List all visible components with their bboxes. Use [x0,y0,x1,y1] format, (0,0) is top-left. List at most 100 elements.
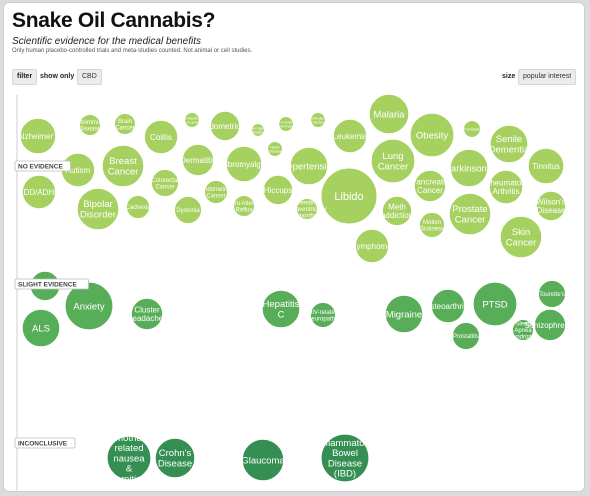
bubble-circle[interactable] [174,196,202,224]
bubble-dystonia[interactable]: Dystonia [174,196,202,224]
bubble-circle[interactable] [449,148,489,188]
bubble-circle[interactable] [527,147,565,185]
bubble-osteoarthritis[interactable]: Osteoarthritis [424,288,472,323]
bubble-circle[interactable] [448,192,492,236]
bubble-heart-disease[interactable]: Heart Disease [267,141,283,157]
bubble-libido[interactable]: Libido [320,167,378,225]
bubble-circle[interactable] [64,281,114,331]
bubble-circle[interactable] [310,302,336,328]
bubble-hiv-related-neuropathy[interactable]: HIV-related neuropathy [308,302,338,328]
bubble-schizophrenia[interactable]: Schizophrenia [525,308,576,341]
bubble-circle[interactable] [430,288,465,323]
bubble-inflammatory-bowel-disease-ibd[interactable]: Inflammatory Bowel Disease (IBD) [318,433,373,483]
bubble-circle[interactable] [354,228,389,263]
bubble-als[interactable]: ALS [21,308,61,348]
bubble-circle[interactable] [21,308,61,348]
bubble-dermatitis[interactable]: Dermatitis [180,143,216,176]
bubble-obesity[interactable]: Obesity [409,112,455,158]
bubble-circle[interactable] [320,167,378,225]
bubble-circle[interactable] [512,319,534,341]
bubble-glaucoma[interactable]: Glaucoma [241,438,285,482]
bubble-psoriasis[interactable]: Psoriasis [463,120,481,138]
bubble-add-adhd[interactable]: ADD/ADHD [18,174,60,209]
bubble-brain-cancer[interactable]: Brain Cancer [114,113,136,135]
bubble-circle[interactable] [19,117,57,155]
bubble-circle[interactable] [384,294,424,334]
bubble-circle[interactable] [370,138,416,184]
bubble-circle[interactable] [289,146,329,186]
bubble-hiccups[interactable]: Hiccups [262,174,293,205]
bubble-leukemia[interactable]: Leukemia [332,119,368,154]
bubble-circle[interactable] [534,308,567,341]
bubble-cachexia[interactable]: Cachexia [125,195,151,219]
bubble-rheumatoid-arthritis[interactable]: Rheumatoid Arthritis [484,169,528,204]
bubble-circle[interactable] [536,190,567,221]
bubble-circle[interactable] [278,116,294,132]
bubble-circle[interactable] [262,174,293,205]
bubble-gastro-intestinal-reflux[interactable]: Gastro-intestinal Reflux [222,195,266,217]
bubble-diabetic-neuropathy[interactable]: Diabetic Neuropathy [182,112,202,128]
bubble-lymphoma[interactable]: Lymphoma [352,228,392,263]
bubble-circle[interactable] [101,144,145,188]
bubble-circle[interactable] [21,174,57,209]
bubble-endometrial-cancer[interactable]: Endometrial Cancer [200,180,232,204]
bubble-circle[interactable] [499,215,543,259]
bubble-circle[interactable] [332,119,367,154]
bubble-circle[interactable] [209,111,240,142]
bubble-circle[interactable] [368,93,410,135]
bubble-circle[interactable] [151,169,179,197]
bubble-ptsd[interactable]: PTSD [472,281,518,327]
bubble-circle[interactable] [538,280,566,308]
bubble-autoimmune-disease[interactable]: Autoimmune Disease [73,114,108,136]
bubble-circle[interactable] [419,212,445,238]
bubble-breast-cancer[interactable]: Breast Cancer [101,144,145,188]
bubble-circle[interactable] [251,123,265,137]
show-only-select[interactable]: CBD [77,69,102,85]
bubble-tourette-s[interactable]: Tourette's [538,280,566,308]
bubble-circle[interactable] [488,169,523,204]
bubble-meth-addiction[interactable]: Meth addiction [381,195,413,226]
bubble-colitis[interactable]: Colitis [143,120,178,155]
bubble-circle[interactable] [296,198,318,220]
bubble-circle[interactable] [225,145,263,183]
bubble-circle[interactable] [204,180,228,204]
bubble-circle[interactable] [106,435,152,481]
bubble-circle[interactable] [184,112,200,128]
bubble-pancreatic-cancer[interactable]: Pancreatic Cancer [411,169,449,202]
bubble-endometriosis[interactable]: Endometriosis [200,111,251,142]
bubble-lung-cancer[interactable]: Lung Cancer [370,138,416,184]
bubble-circle[interactable] [452,322,480,350]
bubble-circle[interactable] [472,281,518,327]
bubble-cluster-headaches[interactable]: Cluster Headaches [127,297,167,330]
filter-button[interactable]: filter [12,69,38,85]
bubble-circle[interactable] [320,433,370,483]
bubble-malaria[interactable]: Malaria [368,93,410,135]
bubble-circle[interactable] [233,195,255,217]
bubble-hiv-related-inflammation[interactable]: HIV-related Inflammation [275,116,297,132]
bubble-circle[interactable] [409,112,455,158]
bubble-hepatitis-c[interactable]: Hepatitis C [261,289,301,329]
bubble-circle[interactable] [381,195,412,226]
bubble-prostate-cancer[interactable]: Prostate Cancer [448,192,492,236]
bubble-tinnitus[interactable]: Tinnitus [527,147,565,185]
bubble-circle[interactable] [114,113,136,135]
bubble-anxiety[interactable]: Anxiety [64,281,114,331]
bubble-migraine[interactable]: Migraine [384,294,424,334]
bubble-chemotherapy-related-nausea-vomiting[interactable]: Chemotherapy related nausea & vomiting [98,433,161,485]
bubble-colorectal-cancer[interactable]: Colorectal Cancer [151,169,179,197]
bubble-senile-dementia[interactable]: Senile Dementia [489,124,530,164]
bubble-circle[interactable] [489,124,529,164]
bubble-circle[interactable] [267,141,283,157]
bubble-parkinson-s[interactable]: Parkinson's [445,148,494,188]
bubble-bipolar-disorder[interactable]: Bipolar Disorder [76,187,120,231]
bubble-circle[interactable] [181,143,214,176]
bubble-skin-cancer[interactable]: Skin Cancer [499,215,543,259]
bubble-circle[interactable] [143,120,178,155]
bubble-circle[interactable] [261,289,301,329]
bubble-circle[interactable] [463,120,481,138]
bubble-circle[interactable] [76,187,120,231]
bubble-circle[interactable] [310,112,326,128]
bubble-huntington-s-disease[interactable]: Huntington's Disease [308,112,329,128]
bubble-alzheimer-s[interactable]: Alzheimer's [17,117,59,155]
bubble-prostatitis[interactable]: Prostatitis [452,322,480,350]
